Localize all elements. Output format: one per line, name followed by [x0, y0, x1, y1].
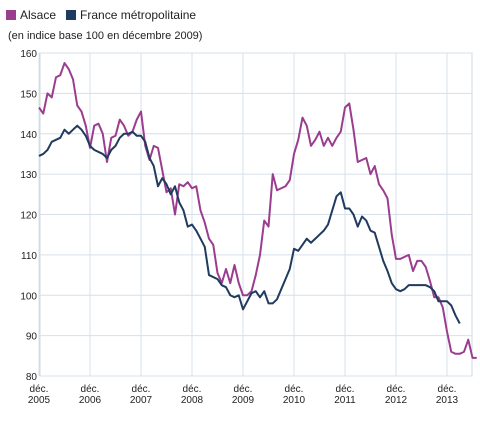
chart-subtitle: (en indice base 100 en décembre 2009)	[8, 30, 203, 42]
series-lines	[38, 62, 477, 359]
x-tick-label: déc. 2010	[283, 384, 306, 406]
legend-swatch-alsace	[6, 10, 16, 20]
y-tick-label: 130	[20, 170, 37, 181]
x-tick-label: déc. 2013	[436, 384, 459, 406]
x-tick-label: déc. 2011	[334, 384, 356, 406]
series-line-alsace	[38, 62, 477, 359]
y-tick-label: 110	[21, 251, 37, 262]
y-tick-label: 120	[20, 211, 37, 222]
legend-label-alsace: Alsace	[20, 8, 57, 22]
y-tick-label: 90	[26, 332, 38, 343]
x-tick-label: déc. 2008	[181, 384, 204, 406]
legend: Alsace France métropolitaine	[6, 8, 206, 22]
legend-item-france: France métropolitaine	[66, 8, 196, 22]
grid	[38, 52, 473, 377]
x-axis: déc. 2005 déc. 2006 déc. 2007 déc. 2008 déc. 2009…	[28, 384, 459, 406]
x-tick-label: déc. 2012	[385, 384, 408, 406]
x-tick-label: déc. 2006	[79, 384, 102, 406]
y-tick-label: 100	[20, 291, 37, 302]
x-tick-label: déc. 2005	[28, 384, 51, 406]
y-axis: 80 90 100 110 120 130 140 150 160	[20, 49, 37, 383]
legend-swatch-france	[66, 10, 77, 20]
series-line-france	[38, 124, 461, 324]
y-tick-label: 160	[20, 49, 37, 60]
y-tick-label: 150	[20, 89, 37, 100]
y-tick-label: 140	[20, 130, 37, 141]
x-tick-label: déc. 2009	[232, 384, 255, 406]
y-tick-label: 80	[26, 372, 38, 383]
x-tick-label: déc. 2007	[130, 384, 153, 406]
legend-item-alsace: Alsace	[6, 8, 56, 22]
legend-label-france: France métropolitaine	[80, 8, 197, 22]
